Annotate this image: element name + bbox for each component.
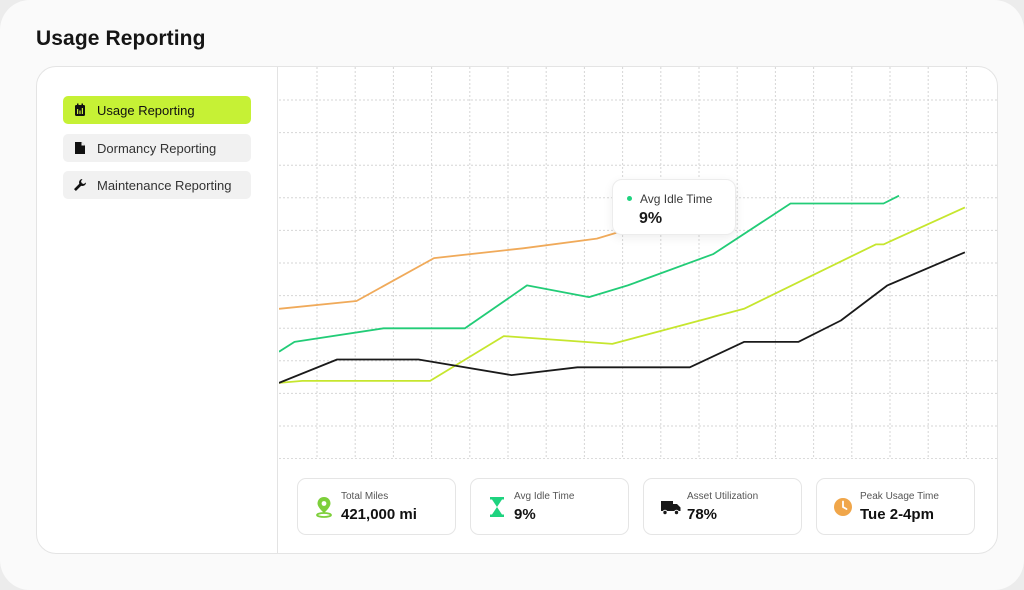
stat-card-asset-utilization[interactable]: Asset Utilization 78% <box>643 478 802 535</box>
page-title: Usage Reporting <box>36 27 206 50</box>
sidebar-item-usage-reporting[interactable]: Usage Reporting <box>63 96 251 124</box>
stat-card-total-miles[interactable]: Total Miles 421,000 mi <box>297 478 456 535</box>
sidebar-item-dormancy-reporting[interactable]: Dormancy Reporting <box>63 134 251 162</box>
stat-value: Tue 2-4pm <box>860 506 934 523</box>
tooltip-series-dot <box>627 196 632 201</box>
sidebar-item-label: Usage Reporting <box>97 102 195 118</box>
stat-card-peak-usage-time[interactable]: Peak Usage Time Tue 2-4pm <box>816 478 975 535</box>
stat-label: Avg Idle Time <box>514 491 575 502</box>
calendar-clipboard-icon <box>73 103 87 117</box>
clock-icon <box>833 496 853 518</box>
stat-label: Asset Utilization <box>687 491 759 502</box>
tooltip-value: 9% <box>639 210 663 227</box>
stat-value: 9% <box>514 506 536 523</box>
stat-value: 78% <box>687 506 718 523</box>
sidebar-item-label: Dormancy Reporting <box>97 140 217 156</box>
location-pin-icon <box>314 496 334 518</box>
tooltip-label: Avg Idle Time <box>640 192 713 206</box>
usage-chart: Avg Idle Time 9% <box>279 67 997 459</box>
series-line-1 <box>279 194 900 353</box>
series-line-2 <box>279 206 966 384</box>
stat-label: Total Miles <box>341 491 389 502</box>
series-line-0 <box>279 218 663 310</box>
stat-card-avg-idle-time[interactable]: Avg Idle Time 9% <box>470 478 629 535</box>
stat-label: Peak Usage Time <box>860 491 939 502</box>
series-line-3 <box>279 251 966 384</box>
truck-icon <box>660 496 681 518</box>
sidebar-item-label: Maintenance Reporting <box>97 177 232 193</box>
chart-svg <box>279 67 997 459</box>
sidebar: Usage Reporting Dormancy Reporting Maint… <box>37 67 278 553</box>
sidebar-item-maintenance-reporting[interactable]: Maintenance Reporting <box>63 171 251 199</box>
chart-tooltip: Avg Idle Time 9% <box>612 179 736 235</box>
hourglass-icon <box>487 496 507 518</box>
stat-value: 421,000 mi <box>341 506 417 523</box>
report-card: Usage Reporting Dormancy Reporting Maint… <box>36 66 998 554</box>
wrench-icon <box>73 178 87 192</box>
document-icon <box>73 141 87 155</box>
stats-row: Total Miles 421,000 mi Avg Idle Time 9% … <box>297 478 977 536</box>
